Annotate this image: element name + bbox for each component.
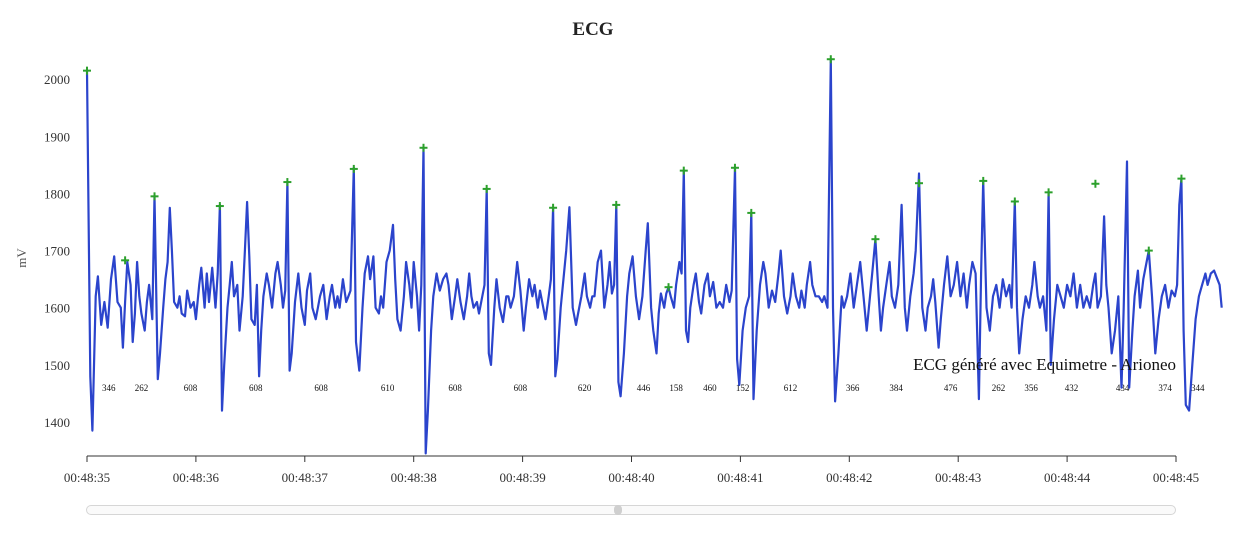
- ecg-line: [85, 58, 1223, 455]
- peak-marker: [664, 283, 673, 292]
- peak-marker: [549, 203, 558, 212]
- rr-interval-label: 384: [889, 383, 903, 393]
- x-tick-label: 00:48:42: [826, 470, 872, 485]
- rr-interval-label: 346: [102, 383, 116, 393]
- peak-marker: [747, 208, 756, 217]
- rr-interval-label: 434: [1116, 383, 1130, 393]
- peak-marker: [612, 200, 621, 209]
- rr-interval-label: 152: [736, 383, 750, 393]
- rr-interval-label: 608: [184, 383, 198, 393]
- time-range-scrollbar[interactable]: [86, 505, 1176, 515]
- peak-marker: [419, 143, 428, 152]
- rr-interval-label: 610: [381, 383, 395, 393]
- y-tick-label: 1700: [44, 244, 70, 259]
- peak-marker: [914, 179, 923, 188]
- peak-marker: [871, 235, 880, 244]
- x-tick-label: 00:48:44: [1044, 470, 1091, 485]
- rr-interval-label: 608: [514, 383, 528, 393]
- peak-marker: [1044, 188, 1053, 197]
- x-axis: 00:48:35 00:48:36 00:48:37 00:48:38 00:48:39…: [64, 455, 1199, 485]
- peak-marker: [215, 202, 224, 211]
- y-tick-label: 1600: [44, 301, 70, 316]
- rr-interval-label: 366: [846, 383, 860, 393]
- peak-marker: [979, 176, 988, 185]
- x-tick-label: 00:48:36: [173, 470, 220, 485]
- y-axis-label: mV: [14, 248, 29, 268]
- rr-interval-label: 344: [1191, 383, 1205, 393]
- peak-marker: [679, 166, 688, 175]
- chart-title: ECG: [572, 19, 613, 40]
- peak-marker: [1144, 246, 1153, 255]
- rr-interval-label: 374: [1158, 383, 1172, 393]
- y-tick-label: 2000: [44, 72, 70, 87]
- rr-interval-label: 608: [249, 383, 263, 393]
- x-tick-label: 00:48:39: [499, 470, 545, 485]
- y-tick-label: 1800: [44, 186, 70, 201]
- y-tick-label: 1500: [44, 358, 70, 373]
- peak-marker: [826, 55, 835, 64]
- x-tick-label: 00:48:45: [1153, 470, 1199, 485]
- y-axis-ticks: 1400 1500 1600 1700 1800 1900 2000: [44, 72, 70, 430]
- rr-interval-labels: 346 262 608 608 608 610 608 608 620 446 158 460 152 6…: [102, 383, 1205, 393]
- rr-interval-label: 262: [135, 383, 149, 393]
- y-tick-label: 1900: [44, 129, 70, 144]
- chart-annotation: ECG généré avec Equimetre - Arioneo: [913, 355, 1176, 374]
- ecg-series: [85, 58, 1223, 455]
- peak-marker: [482, 184, 491, 193]
- x-tick-label: 00:48:43: [935, 470, 981, 485]
- peak-marker: [1177, 174, 1186, 183]
- peak-marker: [121, 256, 130, 265]
- peak-marker: [349, 164, 358, 173]
- scrollbar-handle[interactable]: [614, 505, 622, 515]
- rr-interval-label: 262: [992, 383, 1006, 393]
- peak-marker: [83, 66, 91, 75]
- y-tick-label: 1400: [44, 415, 70, 430]
- peak-markers: [83, 55, 1186, 292]
- rr-interval-label: 158: [669, 383, 683, 393]
- peak-marker: [730, 163, 739, 172]
- rr-interval-label: 608: [314, 383, 328, 393]
- x-tick-label: 00:48:40: [608, 470, 654, 485]
- x-tick-label: 00:48:41: [717, 470, 763, 485]
- rr-interval-label: 612: [784, 383, 798, 393]
- rr-interval-label: 460: [703, 383, 717, 393]
- rr-interval-label: 356: [1024, 383, 1038, 393]
- rr-interval-label: 446: [637, 383, 651, 393]
- peak-marker: [1010, 197, 1019, 206]
- peak-marker: [1091, 179, 1100, 188]
- rr-interval-label: 608: [448, 383, 462, 393]
- rr-interval-label: 432: [1065, 383, 1079, 393]
- x-tick-label: 00:48:38: [391, 470, 437, 485]
- peak-marker: [150, 192, 159, 201]
- x-tick-label: 00:48:35: [64, 470, 110, 485]
- x-tick-label: 00:48:37: [282, 470, 329, 485]
- ecg-chart: ECG mV 1400 1500 1600 1700 1800 1900 2000 00:4…: [14, 19, 1223, 485]
- peak-marker: [283, 178, 292, 187]
- rr-interval-label: 476: [944, 383, 958, 393]
- rr-interval-label: 620: [578, 383, 592, 393]
